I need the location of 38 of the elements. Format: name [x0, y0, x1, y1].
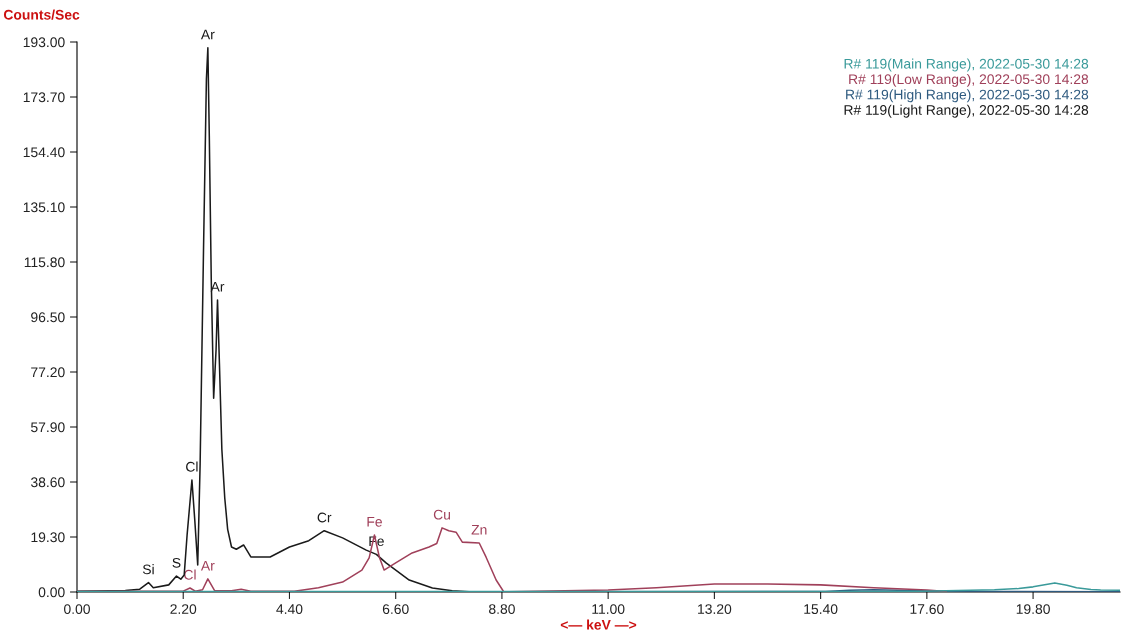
annotation: Cl	[184, 569, 196, 580]
y-tick-label: 57.90	[31, 422, 65, 433]
y-tick-label: 19.30	[31, 532, 65, 543]
text: R# 119(High Range), 2022-05-30 14:28	[846, 89, 1089, 103]
x-tick-label: 13.20	[698, 604, 732, 615]
x-tick-label: 4.40	[276, 604, 303, 615]
annotation: Si	[142, 564, 154, 575]
y-tick-label: 154.40	[23, 147, 65, 158]
annotation: Cl	[186, 461, 198, 472]
x-tick-label: 0.00	[64, 604, 90, 615]
text: R# 119(Light Range), 2022-05-30 14:28	[844, 104, 1089, 118]
line-series	[77, 527, 947, 592]
y-tick-label: 77.20	[31, 367, 65, 378]
y-tick-label: 38.60	[30, 477, 65, 488]
y-tick-label: 193.00	[23, 37, 65, 48]
x-tick-label: 6.60	[382, 604, 409, 615]
y-tick-label: 0.00	[38, 587, 65, 598]
x-tick-label: 2.20	[170, 604, 197, 615]
annotation: Ar	[200, 29, 215, 40]
text: R# 119(Main Range), 2022-05-30 14:28	[844, 58, 1089, 72]
x-tick-label: 17.60	[910, 604, 944, 615]
text: R# 119(Low Range), 2022-05-30 14:28	[849, 73, 1089, 87]
y-axis-title: Counts/Sec	[3, 9, 80, 20]
annotation: Cr	[317, 512, 332, 523]
annotation: Zn	[471, 524, 487, 535]
annotation: Cu	[433, 509, 450, 520]
annotation: S	[172, 557, 181, 568]
y-tick-label: 173.70	[23, 92, 65, 103]
x-tick-label: 8.80	[489, 604, 515, 615]
annotation: Ar	[200, 560, 215, 571]
annotation: Fe	[367, 517, 382, 527]
y-tick-label: 135.10	[23, 202, 65, 213]
y-tick-label: 115.80	[24, 257, 65, 268]
y-tick-label: 96.50	[31, 312, 65, 323]
x-axis-title: <— keV —>	[560, 619, 637, 630]
x-tick-label: 11.00	[592, 604, 625, 615]
x-tick-label: 15.40	[804, 604, 838, 615]
x-tick-label: 19.80	[1016, 604, 1050, 615]
